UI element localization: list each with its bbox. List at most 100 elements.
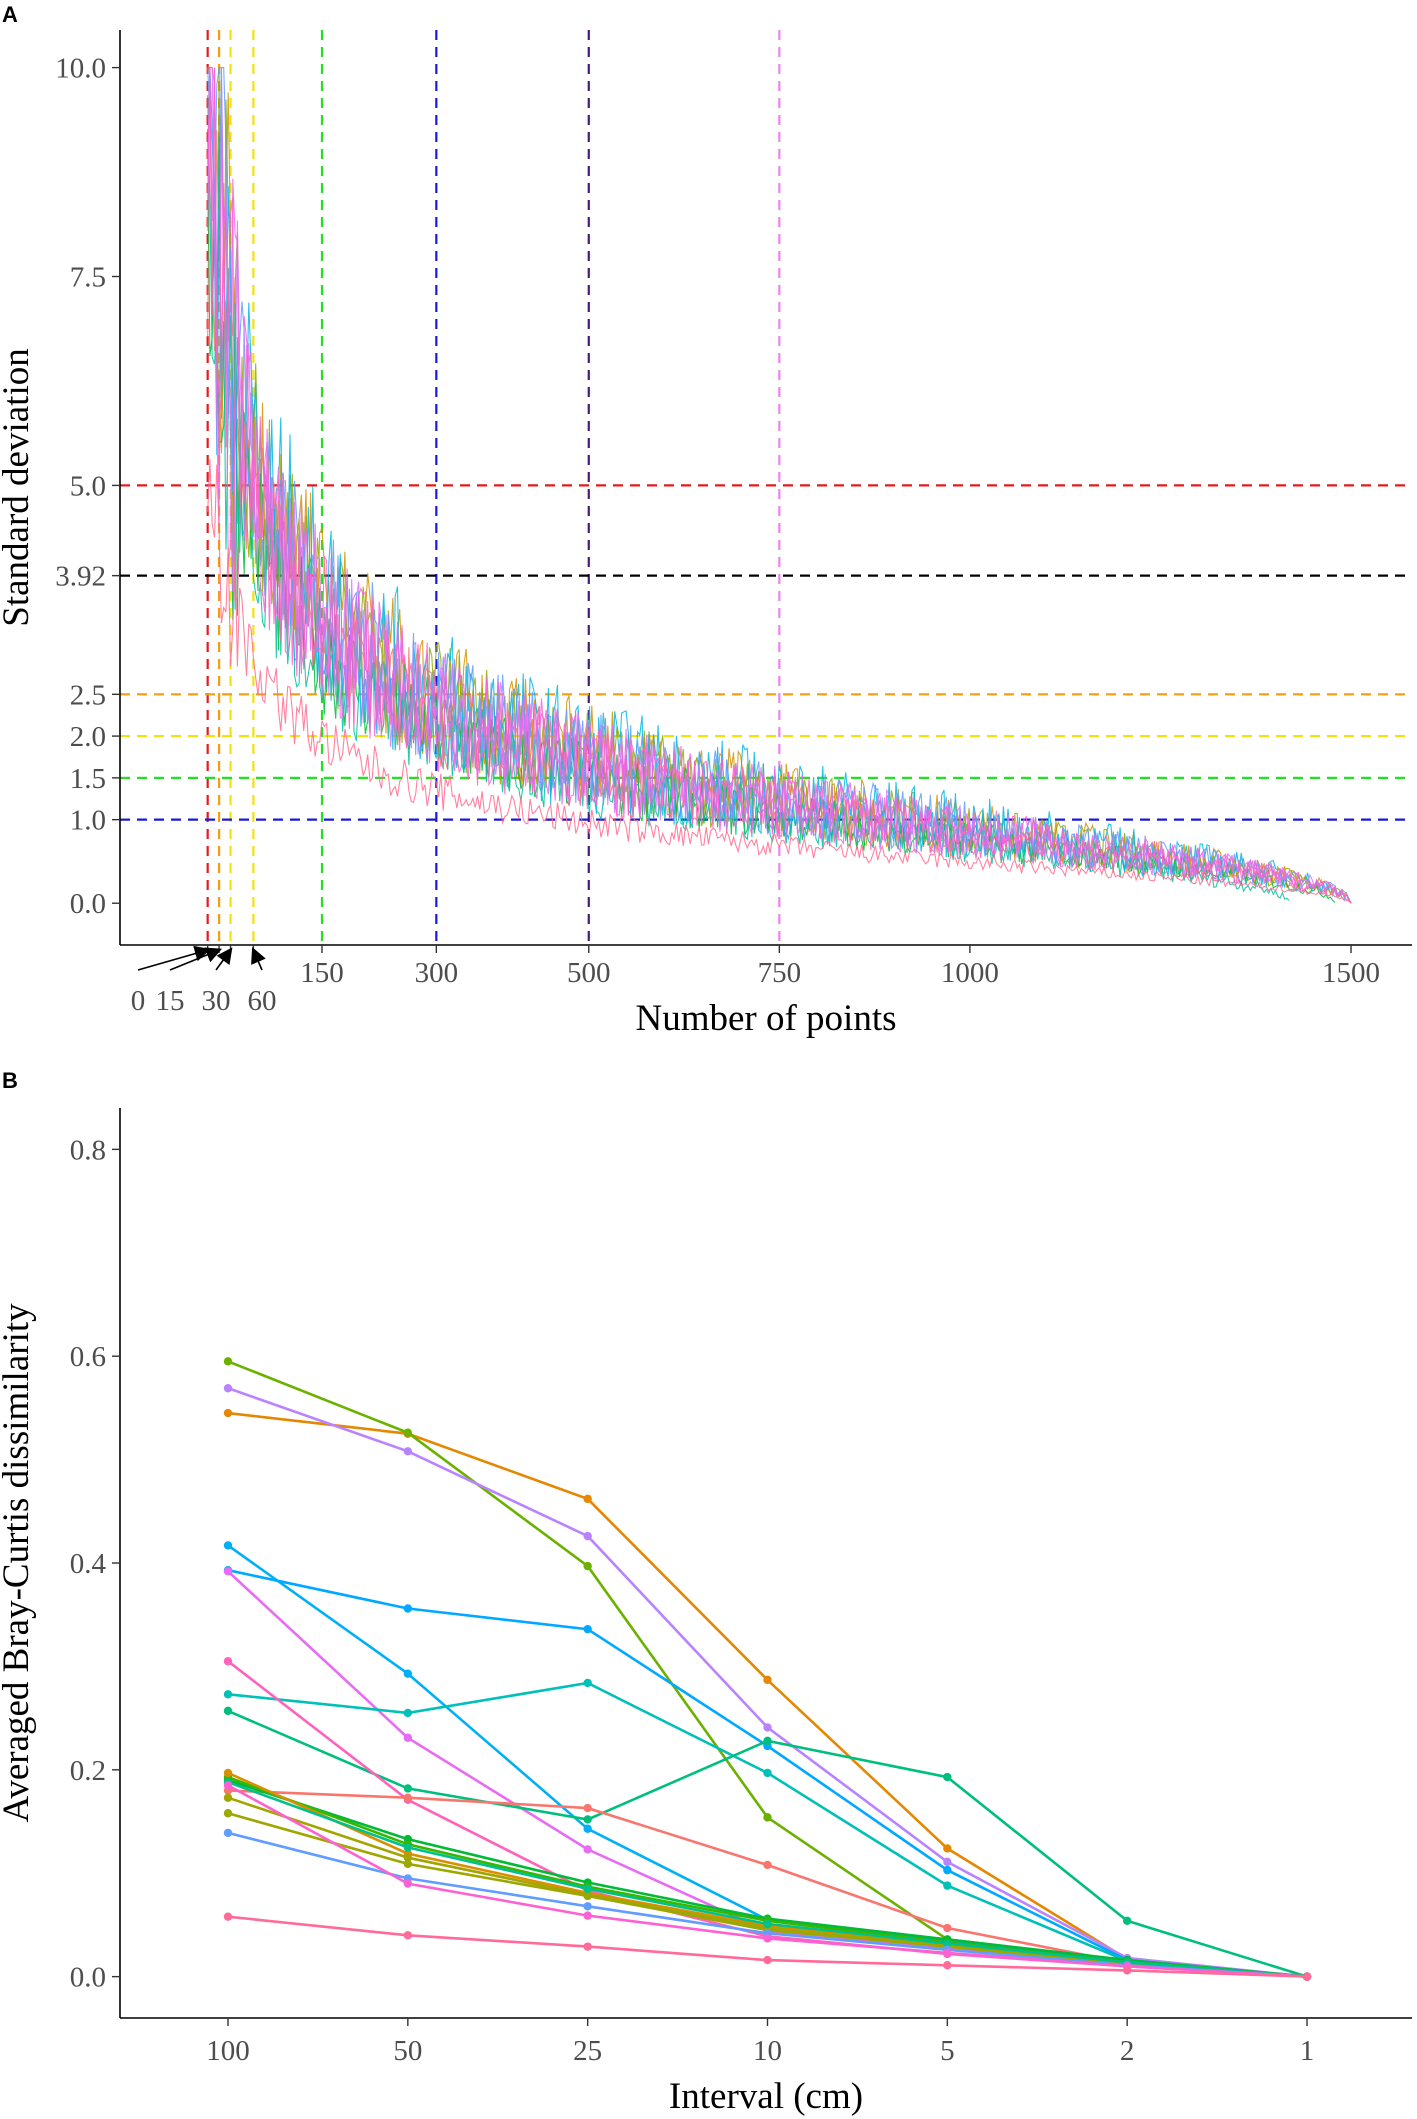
panel-b-axes: 0.0 0.2 0.4 0.6 0.8 100 50 25 10 5 2 1 — [70, 1108, 1412, 2067]
panel-a-x-tick-arrow — [169, 947, 223, 971]
panel-a-y-tick-label: 1.0 — [70, 805, 106, 837]
panel-b-series-line — [227, 1778, 1308, 1978]
panel-a-y-tick-label: 5.0 — [70, 470, 106, 502]
panel-b-data-point — [403, 1669, 413, 1678]
panel-b-data-point — [583, 1678, 592, 1688]
panel-b-data-point — [763, 1768, 772, 1778]
panel-b-series-line — [227, 1780, 1308, 1978]
panel-a-y-tick-label: 0.0 — [70, 888, 106, 920]
panel-b-x-tick-label: 50 — [393, 2035, 422, 2067]
panel-b-data-point — [943, 1961, 952, 1970]
panel-b-data-point — [403, 1843, 413, 1852]
panel-b-data-point — [943, 1865, 952, 1875]
panel-b-data-point — [223, 1408, 233, 1418]
panel-label-a: A — [2, 2, 18, 27]
panel-b-data-point — [583, 1494, 592, 1504]
panel-b-data-point — [223, 1706, 233, 1716]
panel-b-data-point — [763, 1919, 772, 1929]
panel-b-data-point — [763, 1860, 772, 1870]
panel-b-data-point — [403, 1733, 413, 1742]
panel-a-y-tick-label: 3.92 — [55, 561, 106, 593]
panel-a-y-tick-label: 2.5 — [70, 679, 106, 711]
panel-a-y-tick-label: 2.0 — [70, 721, 106, 753]
panel-a-x-tick-label: 0 — [131, 985, 146, 1017]
panel-b-data-point — [223, 1912, 233, 1921]
panel-b-data-point — [223, 1541, 233, 1550]
panel-b-x-axis-title: Interval (cm) — [669, 2076, 863, 2117]
panel-a-x-tick-label: 1500 — [1322, 957, 1380, 989]
panel-a-x-tick-label: 750 — [758, 957, 802, 989]
panel-b-data-point — [1122, 1916, 1132, 1925]
panel-b-data-point — [763, 1723, 772, 1732]
panel-a-x-axis-title: Number of points — [635, 998, 896, 1039]
panel-a-x-tick-label: 30 — [202, 985, 231, 1017]
panel-b-x-tick-label: 100 — [206, 2035, 250, 2067]
panel-a-series — [207, 67, 1352, 904]
panel-a-x-tick-label: 500 — [567, 957, 611, 989]
panel-b-data-point — [763, 1736, 772, 1746]
panel-a-x-tick-label: 60 — [248, 985, 277, 1017]
panel-b-series-line — [227, 1411, 1308, 1978]
panel-b-data-point — [763, 1813, 772, 1822]
panel-b-data-point — [583, 1891, 592, 1901]
panel-b-y-tick-label: 0.4 — [70, 1548, 107, 1580]
panel-b-y-tick-label: 0.6 — [70, 1341, 106, 1373]
panel-a-series-line — [207, 67, 1352, 904]
panel-b-data-point — [583, 1911, 592, 1920]
panel-b-data-point — [403, 1784, 413, 1793]
panel-a-y-tick-label: 7.5 — [70, 262, 106, 294]
panel-b-data-point — [223, 1781, 233, 1790]
panel-b-series-line — [227, 1775, 1308, 1978]
panel-b-data-point — [223, 1567, 233, 1576]
panel-b-y-tick-label: 0.2 — [70, 1755, 106, 1787]
panel-b-data-point — [943, 1881, 952, 1890]
panel-b-data-point — [763, 1675, 772, 1685]
panel-a-y-tick-label: 1.5 — [70, 763, 106, 795]
panel-b-data-point — [943, 1844, 952, 1853]
panel-b-data-point — [403, 1853, 413, 1862]
panel-b-data-point — [583, 1942, 592, 1951]
panel-a-y-tick-label: 10.0 — [55, 53, 106, 85]
panel-a-series-line — [207, 67, 1352, 904]
panel-b-data-point — [223, 1809, 233, 1818]
panel-b-series — [223, 1357, 1312, 1981]
panel-a-x-tick-label: 300 — [415, 957, 459, 989]
panel-b-series-line — [227, 1796, 1308, 1978]
panel-b-data-point — [403, 1879, 413, 1888]
panel-b-data-point — [943, 1948, 952, 1958]
panel-b-y-axis-title: Averaged Bray-Curtis dissimilarity — [0, 1303, 37, 1823]
panel-b-data-point — [763, 1955, 772, 1965]
panel-b-y-tick-label: 0.0 — [70, 1962, 106, 1994]
panel-b-data-point — [223, 1357, 233, 1366]
panel-b-data-point — [583, 1902, 592, 1911]
panel-b-data-point — [583, 1845, 592, 1854]
panel-a-x-tick-arrow — [137, 945, 211, 971]
panel-b-x-tick-label: 2 — [1120, 2035, 1135, 2067]
panel-b-data-point — [223, 1793, 233, 1802]
panel-b-data-point — [583, 1561, 592, 1571]
panel-a-x-tick-arrow — [251, 947, 266, 971]
panel-b-data-point — [583, 1624, 592, 1634]
panel-b-data-point — [223, 1384, 233, 1393]
panel-b-data-point — [223, 1828, 233, 1838]
panel-b-y-tick-label: 0.8 — [70, 1134, 106, 1166]
panel-b-data-point — [403, 1447, 413, 1456]
panel-b-data-point — [223, 1657, 233, 1666]
panel-b-data-point — [403, 1604, 413, 1613]
panel-b-data-point — [403, 1793, 413, 1802]
panel-b-data-point — [403, 1931, 413, 1940]
panel-a-series-line — [207, 459, 1352, 904]
panel-a-x-tick-label: 1000 — [941, 957, 999, 989]
panel-b-series-line — [227, 1360, 1308, 1978]
panel-b-x-tick-label: 5 — [940, 2035, 955, 2067]
panel-b-x-tick-label: 25 — [573, 2035, 602, 2067]
panel-b-data-point — [583, 1531, 592, 1541]
panel-b-data-point — [763, 1934, 772, 1943]
panel-b-data-point — [943, 1772, 952, 1782]
panel-b-data-point — [403, 1859, 413, 1869]
panel-b: B 0.0 0.2 0.4 0.6 0.8 100 50 25 10 5 2 1 Interval (… — [0, 1068, 1412, 2117]
panel-a-y-axis-title: Standard deviation — [0, 348, 37, 626]
